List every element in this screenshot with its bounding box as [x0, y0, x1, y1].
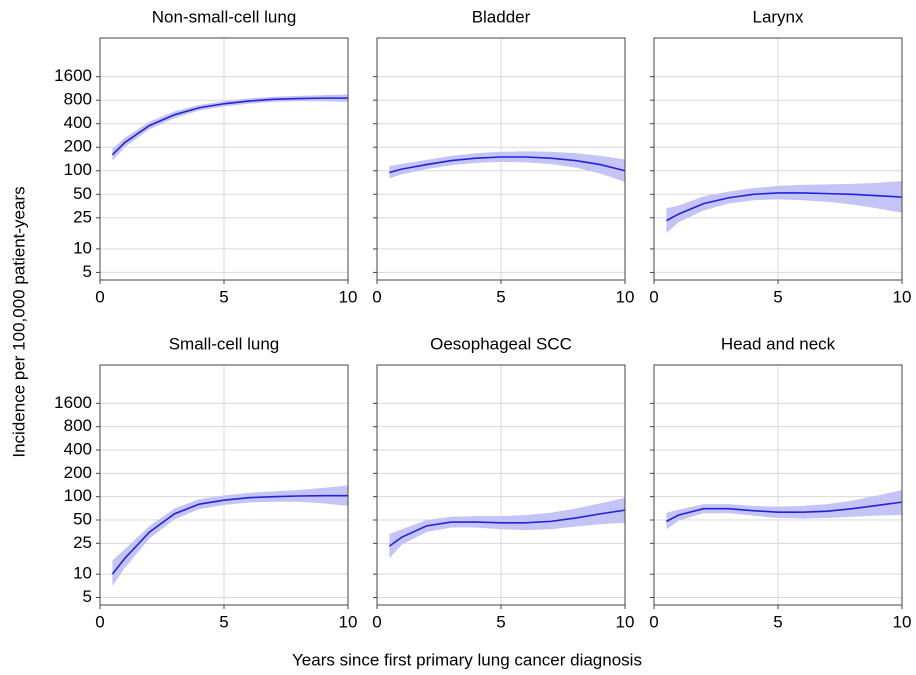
y-tick-label: 1600: [54, 393, 92, 412]
panel-title: Head and neck: [721, 334, 836, 353]
panel-title: Small-cell lung: [169, 334, 280, 353]
y-tick-label: 200: [64, 137, 92, 156]
y-tick-label: 5: [83, 262, 92, 281]
line: [666, 501, 903, 523]
x-tick-label: 0: [372, 287, 381, 306]
x-tick-label: 5: [773, 612, 782, 631]
confidence-band: [389, 497, 625, 559]
y-tick-label: 25: [73, 207, 92, 226]
x-tick-label: 0: [372, 612, 381, 631]
panel-title: Bladder: [472, 7, 531, 26]
panel-frame: [376, 364, 626, 606]
y-tick-label: 100: [64, 160, 92, 179]
confidence-band: [666, 489, 902, 530]
confidence-band: [112, 94, 349, 161]
line: [388, 509, 626, 547]
y-tick-label: 400: [64, 113, 92, 132]
y-tick-label: 1600: [54, 66, 92, 85]
y-tick-label: 50: [73, 184, 92, 203]
panel-frame: [99, 37, 349, 281]
x-axis-label: Years since first primary lung cancer di…: [292, 650, 642, 669]
panel-frame: [376, 37, 626, 281]
x-tick-label: 10: [893, 287, 912, 306]
y-tick-label: 5: [83, 587, 92, 606]
x-tick-label: 5: [773, 287, 782, 306]
panel-title: Non-small-cell lung: [152, 7, 297, 26]
x-tick-label: 0: [649, 612, 658, 631]
y-tick-label: 800: [64, 90, 92, 109]
confidence-band: [112, 485, 349, 587]
x-tick-label: 0: [95, 287, 104, 306]
x-tick-label: 5: [219, 287, 228, 306]
y-tick-label: 10: [73, 564, 92, 583]
y-axis-label: Incidence per 100,000 patient-years: [9, 186, 28, 457]
panel-frame: [653, 37, 903, 281]
x-tick-label: 5: [496, 612, 505, 631]
panel-frame: [653, 364, 903, 606]
panel-title: Larynx: [752, 7, 804, 26]
y-tick-label: 10: [73, 238, 92, 257]
confidence-band: [666, 180, 902, 233]
line: [111, 494, 348, 575]
x-tick-label: 10: [339, 287, 358, 306]
x-tick-label: 10: [616, 612, 635, 631]
y-tick-label: 400: [64, 439, 92, 458]
x-tick-label: 5: [496, 287, 505, 306]
line: [111, 97, 348, 156]
panel-title: Oesophageal SCC: [430, 334, 572, 353]
x-tick-label: 0: [649, 287, 658, 306]
x-tick-label: 10: [893, 612, 912, 631]
x-tick-label: 10: [616, 287, 635, 306]
y-tick-label: 800: [64, 416, 92, 435]
y-tick-label: 200: [64, 463, 92, 482]
confidence-band: [389, 151, 625, 182]
line: [389, 156, 626, 174]
y-tick-label: 50: [73, 509, 92, 528]
x-tick-label: 10: [339, 612, 358, 631]
line: [666, 192, 903, 222]
y-tick-label: 100: [64, 486, 92, 505]
x-tick-label: 0: [95, 612, 104, 631]
x-tick-label: 5: [219, 612, 228, 631]
panel-frame: [99, 364, 349, 606]
y-tick-label: 25: [73, 533, 92, 552]
